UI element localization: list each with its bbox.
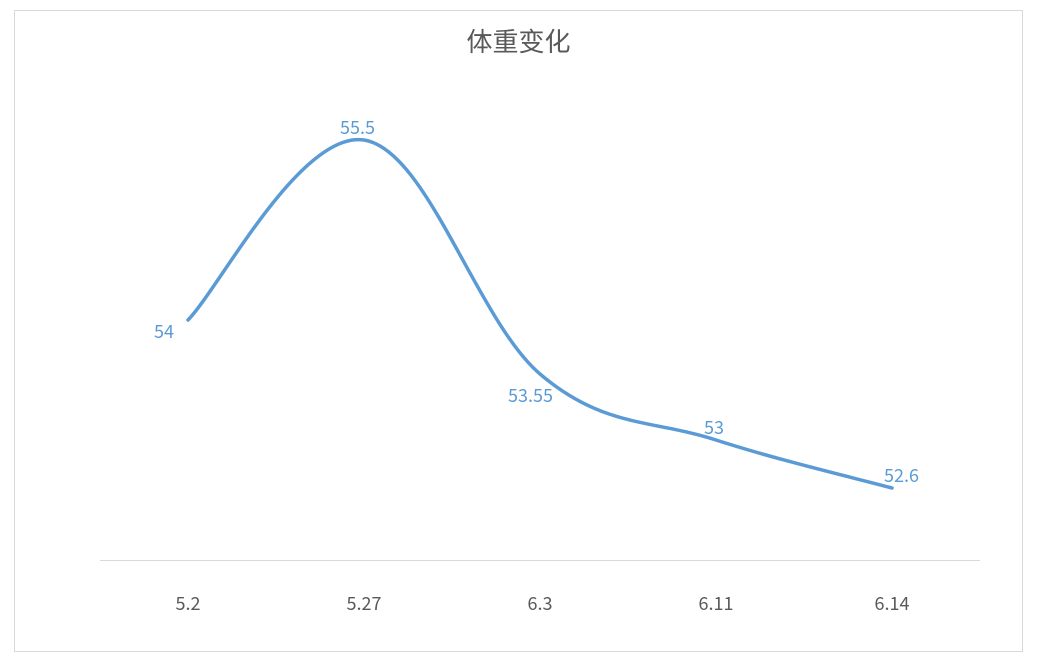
data-label: 53.55 — [508, 382, 553, 408]
data-label: 53 — [704, 414, 724, 440]
x-axis-label: 6.3 — [528, 590, 553, 616]
x-axis-label: 5.27 — [347, 590, 382, 616]
line-path — [188, 140, 892, 488]
chart-container: 体重变化 5.25.276.36.116.145455.553.555352.6 — [0, 0, 1037, 662]
x-axis-label: 5.2 — [176, 590, 201, 616]
x-axis-label: 6.11 — [699, 590, 734, 616]
data-label: 54 — [154, 318, 174, 344]
data-label: 52.6 — [884, 462, 919, 488]
data-label: 55.5 — [340, 114, 375, 140]
x-axis-label: 6.14 — [875, 590, 910, 616]
